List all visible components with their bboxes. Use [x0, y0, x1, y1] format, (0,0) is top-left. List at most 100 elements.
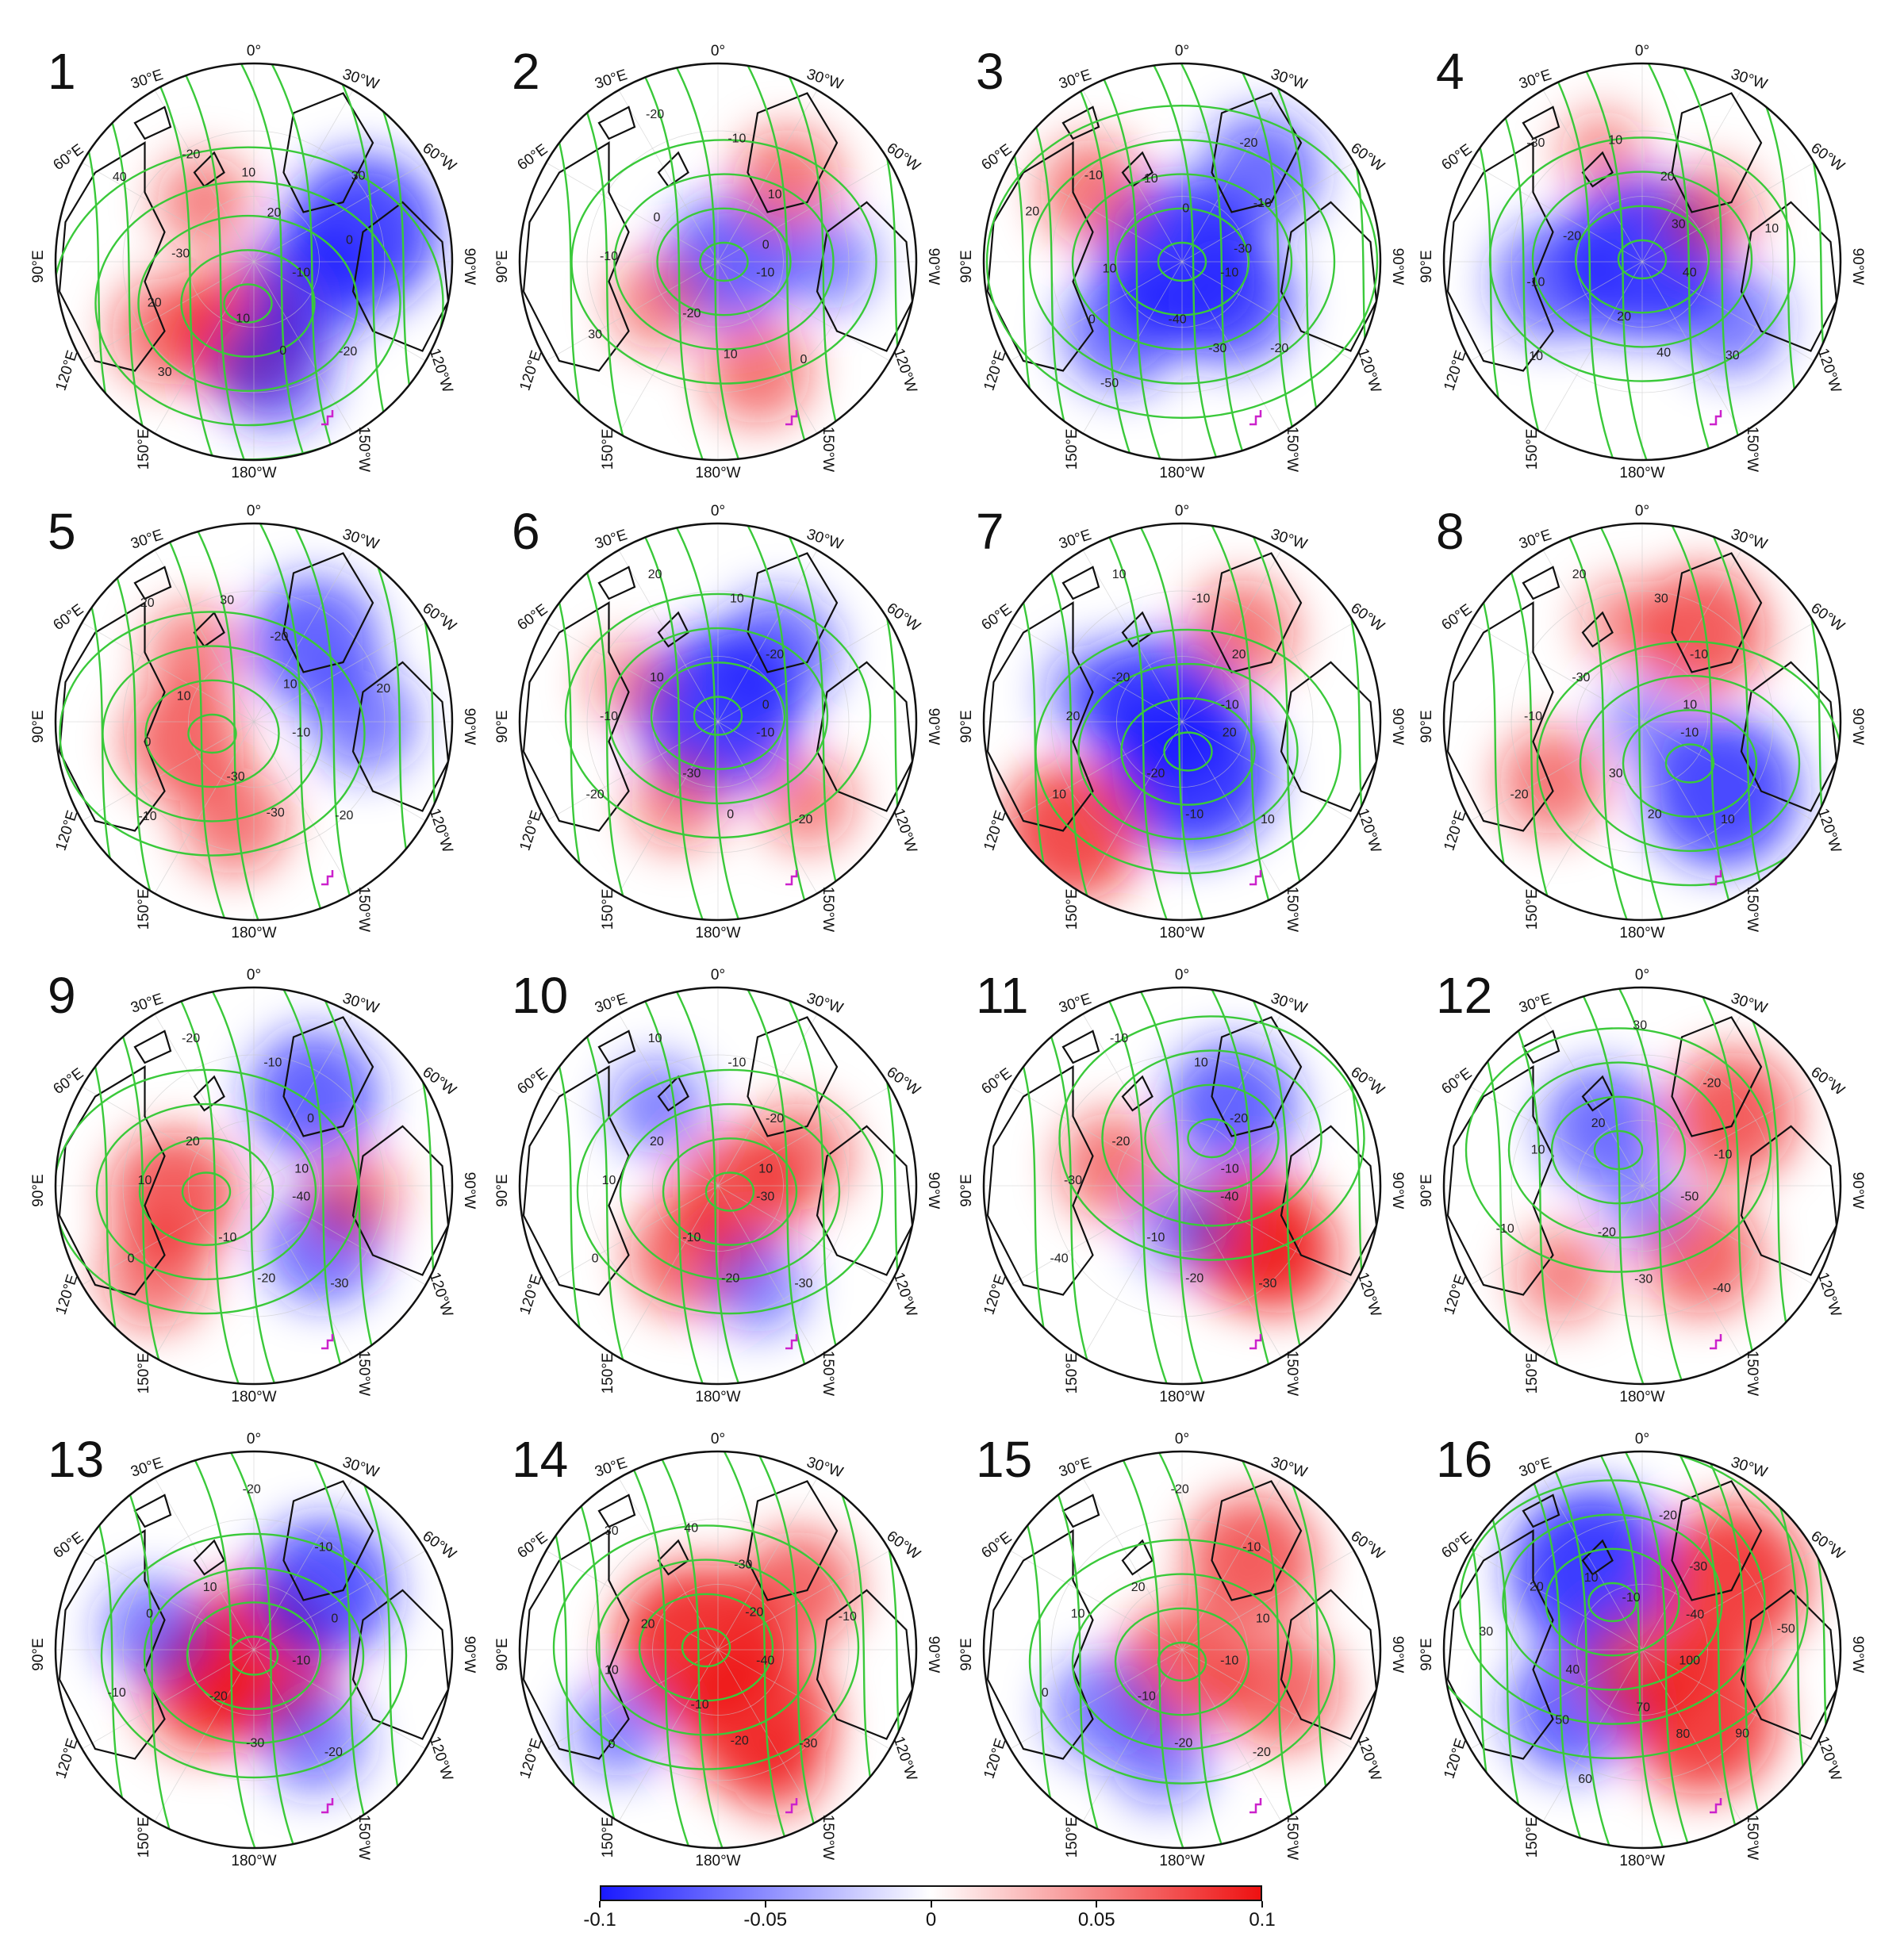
map-boundary	[982, 986, 1382, 1386]
longitude-label: 90°W	[461, 708, 478, 746]
negative-anomaly	[1114, 1710, 1211, 1808]
contour-line	[704, 1171, 755, 1212]
polar-map: -40-30-20-1001020-20-100100°30°W60°W90°W…	[30, 967, 478, 1405]
coastline	[1671, 1480, 1763, 1601]
contour-label: 0	[128, 1252, 135, 1265]
contour-label: -50	[1777, 1622, 1795, 1635]
contour-label: -10	[727, 1056, 746, 1069]
contour-line	[1672, 1451, 1747, 1848]
longitude-label: 0°	[1175, 967, 1189, 984]
coastline	[1061, 1030, 1100, 1064]
contour-label: -20	[270, 630, 288, 643]
contour-label: 30	[220, 593, 234, 607]
contour-label: -20	[646, 108, 664, 121]
longitude-label: 0°	[711, 1431, 725, 1447]
contour-line	[1077, 662, 1299, 841]
contour-line	[1144, 1083, 1280, 1193]
longitude-label: 120°E	[516, 1736, 545, 1781]
longitude-label: 90°W	[1389, 1636, 1406, 1674]
longitude-label: 120°W	[1814, 807, 1844, 855]
contour-label: -30	[1689, 1560, 1707, 1574]
contour-line	[561, 523, 635, 920]
contour-label: -30	[1258, 1277, 1276, 1290]
colorbar-label-max: 0.1	[1249, 1909, 1276, 1931]
contour-line	[620, 1451, 693, 1848]
contour-label: -10	[1220, 1655, 1238, 1668]
longitude-label: 150°E	[600, 888, 616, 930]
coastline	[522, 1529, 630, 1760]
contour-label: 20	[1223, 727, 1237, 740]
station-marker	[321, 870, 334, 886]
contour-label: -20	[257, 1272, 275, 1286]
contour-line	[106, 1451, 180, 1848]
contour-label: 50	[1555, 1713, 1569, 1727]
longitude-label: 150°W	[355, 1815, 372, 1860]
contour-line	[175, 63, 248, 460]
panel-number: 15	[976, 1431, 1033, 1488]
longitude-label: 120°W	[890, 347, 920, 395]
contour-label: -20	[766, 648, 784, 661]
contour-label: 0	[1088, 312, 1096, 326]
contour-line	[613, 173, 835, 351]
contour-line	[741, 63, 816, 460]
contour-label: -30	[794, 1277, 812, 1290]
contour-label: -10	[108, 1686, 126, 1700]
longitude-label: 120°W	[426, 1271, 456, 1319]
longitude-label: 150°E	[600, 1352, 616, 1394]
contour-label: 0	[279, 344, 286, 358]
longitude-label: 150°W	[1284, 1815, 1300, 1860]
contour-line	[1550, 1095, 1687, 1205]
contour-line	[1113, 1451, 1188, 1848]
longitude-label: 150°E	[1064, 1352, 1081, 1394]
contour-label: 0	[346, 234, 353, 247]
panel-number: 5	[48, 503, 76, 560]
contour-line	[1593, 1451, 1668, 1848]
contour-label: -10	[1496, 1222, 1514, 1236]
contour-line	[1664, 743, 1715, 784]
contour-label: 10	[1112, 568, 1127, 581]
longitude-label: 120°E	[1441, 1736, 1469, 1781]
coastline	[1211, 92, 1303, 213]
contour-line	[1232, 63, 1307, 460]
contour-line	[137, 214, 359, 393]
panel-number: 2	[512, 43, 540, 100]
contour-label: -20	[1598, 1225, 1616, 1239]
longitude-label: 180°W	[231, 465, 276, 481]
polar-map: 100908070605040302010-10-20-30-40-500°30…	[1418, 1431, 1866, 1869]
contour-line	[1187, 1118, 1237, 1159]
map-panel: -10 -20 -30 -40 -50 0 10 20 -10 10 0 -20 -10 -30 0° 30°…	[958, 43, 1406, 481]
negative-anomaly	[1166, 236, 1297, 366]
contour-label: -20	[745, 1606, 763, 1620]
panel-number: 3	[976, 43, 1004, 100]
contour-label: -20	[324, 1746, 343, 1759]
station-marker	[1710, 410, 1722, 426]
contour-label: -10	[756, 727, 774, 740]
contour-line	[1147, 63, 1221, 460]
longitude-label: 90°E	[494, 1174, 511, 1206]
contour-label: 10	[602, 1174, 616, 1187]
longitude-label: 120°W	[1354, 347, 1384, 395]
longitude-label: 90°E	[494, 250, 511, 282]
contour-line	[741, 523, 816, 920]
contour-label: 10	[1144, 172, 1158, 186]
longitude-label: 150°W	[1284, 1351, 1300, 1396]
coastline	[1671, 1016, 1763, 1137]
contour-label: -20	[682, 307, 701, 320]
coastline	[1671, 552, 1763, 673]
station-marker	[1710, 870, 1722, 886]
longitude-label: 150°E	[136, 428, 152, 470]
colorbar-tick	[1261, 1901, 1263, 1908]
contour-line	[1459, 1479, 1766, 1725]
contour-line	[633, 63, 707, 460]
contour-label: -10	[1220, 266, 1238, 280]
positive-anomaly	[1499, 727, 1607, 835]
contour-label: -10	[1185, 808, 1203, 822]
contour-line	[669, 523, 743, 920]
contour-line	[1488, 136, 1796, 382]
longitude-label: 180°W	[231, 925, 276, 941]
contour-line	[693, 696, 743, 736]
contour-label: 20	[648, 568, 662, 581]
longitude-label: 150°E	[600, 428, 616, 470]
longitude-label: 150°E	[600, 1816, 616, 1858]
longitude-label: 120°E	[1441, 1272, 1469, 1317]
